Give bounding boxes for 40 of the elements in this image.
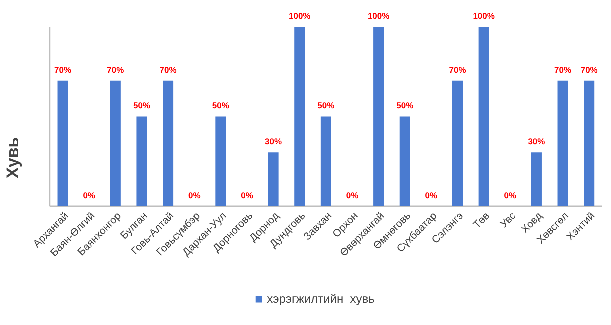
bar bbox=[136, 116, 148, 206]
bar bbox=[216, 116, 226, 206]
bar bbox=[294, 27, 306, 206]
x-tick-label: Увс bbox=[498, 210, 519, 231]
data-label: 30% bbox=[265, 136, 282, 147]
bar bbox=[584, 80, 595, 206]
bar bbox=[163, 80, 174, 206]
bar bbox=[400, 116, 410, 206]
data-label: 70% bbox=[554, 64, 572, 75]
data-label: 0% bbox=[188, 190, 202, 200]
data-label: 100% bbox=[368, 11, 390, 22]
data-label: 0% bbox=[83, 190, 96, 200]
data-label: 70% bbox=[580, 64, 598, 75]
bar bbox=[531, 152, 542, 206]
bar bbox=[320, 116, 332, 206]
data-label: 0% bbox=[346, 190, 360, 200]
data-label: 30% bbox=[528, 136, 546, 147]
bar bbox=[452, 80, 464, 206]
data-label: 50% bbox=[212, 100, 230, 111]
data-label: 0% bbox=[241, 190, 254, 200]
data-label: 70% bbox=[160, 64, 178, 75]
x-tick-label: Төв bbox=[471, 210, 493, 232]
y-axis-title: Хувь bbox=[4, 137, 22, 179]
bar bbox=[58, 80, 68, 206]
data-label: 50% bbox=[133, 100, 151, 111]
data-label: 70% bbox=[449, 64, 467, 75]
data-label: 0% bbox=[425, 190, 438, 200]
legend-label: хэрэгжилтийн хувь bbox=[267, 292, 375, 306]
data-label: 50% bbox=[396, 100, 414, 111]
data-label: 50% bbox=[318, 100, 336, 111]
data-label: 70% bbox=[107, 64, 125, 75]
data-label: 70% bbox=[54, 64, 72, 75]
bar bbox=[374, 27, 384, 206]
bar bbox=[268, 152, 279, 206]
bar bbox=[110, 80, 121, 206]
data-label: 0% bbox=[504, 190, 517, 200]
data-label: 100% bbox=[473, 11, 496, 22]
bar bbox=[558, 80, 568, 206]
data-label: 100% bbox=[289, 11, 312, 22]
bar bbox=[478, 27, 490, 206]
